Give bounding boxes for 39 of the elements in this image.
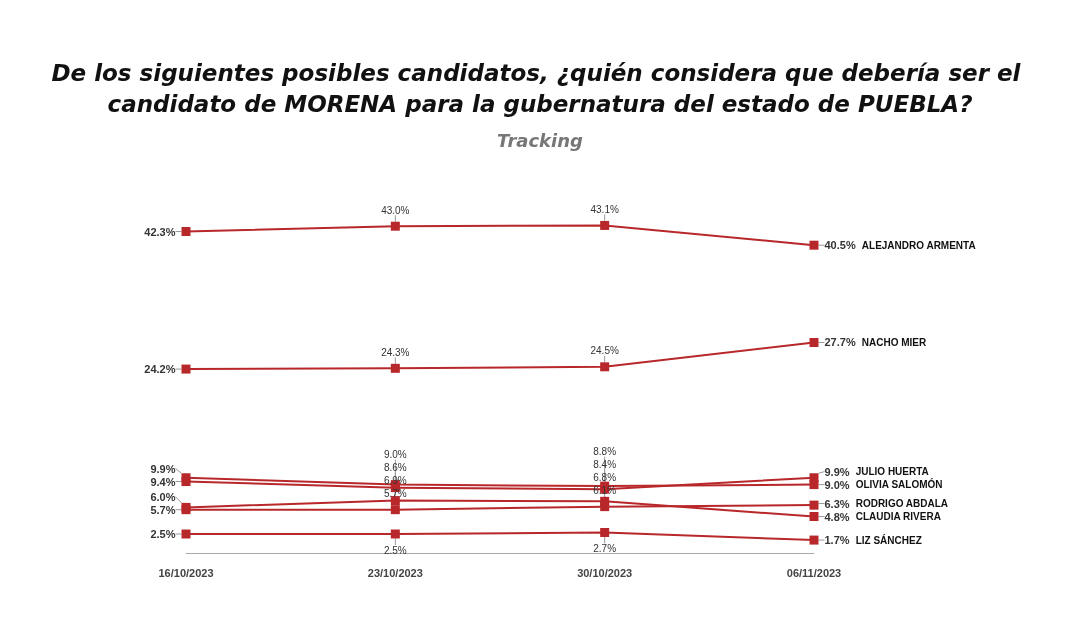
data-label: 9.0% [383,449,407,461]
data-label: 6.3% [824,497,856,510]
text: CLAUDIA RIVERA [855,511,941,523]
data-label: 24.2% [144,363,176,376]
data-label: 9.0% [824,478,856,491]
x-tick-label: 30/10/2023 [577,566,633,579]
chart-subtitle: Tracking [497,129,584,151]
data-label: 6.8% [593,472,617,484]
data-label: 9.9% [824,465,856,478]
data-label: 5.7% [383,488,407,500]
data-label: 8.8% [593,446,617,458]
data-label: 2.5% [383,544,407,556]
data-label: 24.5% [590,345,619,357]
data-label: 24.3% [381,346,410,358]
data-label: 8.6% [383,462,407,474]
data-label: 43.0% [381,204,410,216]
data-label: 6.0% [150,490,176,503]
data-label: 43.1% [590,203,619,215]
text: ALEJANDRO ARMENTA [861,239,976,251]
data-label: 1.7% [824,534,856,547]
x-tick-label: 16/10/2023 [158,566,214,579]
data-label: 5.7% [150,503,176,516]
data-label: 27.7% [824,336,862,349]
data-label: 8.4% [593,459,617,471]
data-label: 42.3% [144,225,176,238]
text: LIZ SÁNCHEZ [855,533,922,546]
text: OLIVIA SALOMÓN [855,478,943,491]
data-label: 9.4% [150,475,176,488]
data-label: 2.7% [593,542,617,554]
data-label: 9.9% [150,462,176,475]
text: RODRIGO ABDALA [855,498,949,510]
x-tick-label: 23/10/2023 [367,566,423,579]
data-label: 40.5% [824,239,862,252]
data-label: 4.8% [824,510,856,523]
chart-title: De los siguientes posibles candidatos, ¿quién considera que debería ser el candidato de MORENA para la gubernatura del estado de PUEBLA? [51,59,1029,117]
text: NACHO MIER [861,336,928,348]
data-label: 2.5% [150,528,176,540]
x-tick-label: 06/11/2023 [786,566,842,579]
text: JULIO HUERTA [855,466,929,478]
